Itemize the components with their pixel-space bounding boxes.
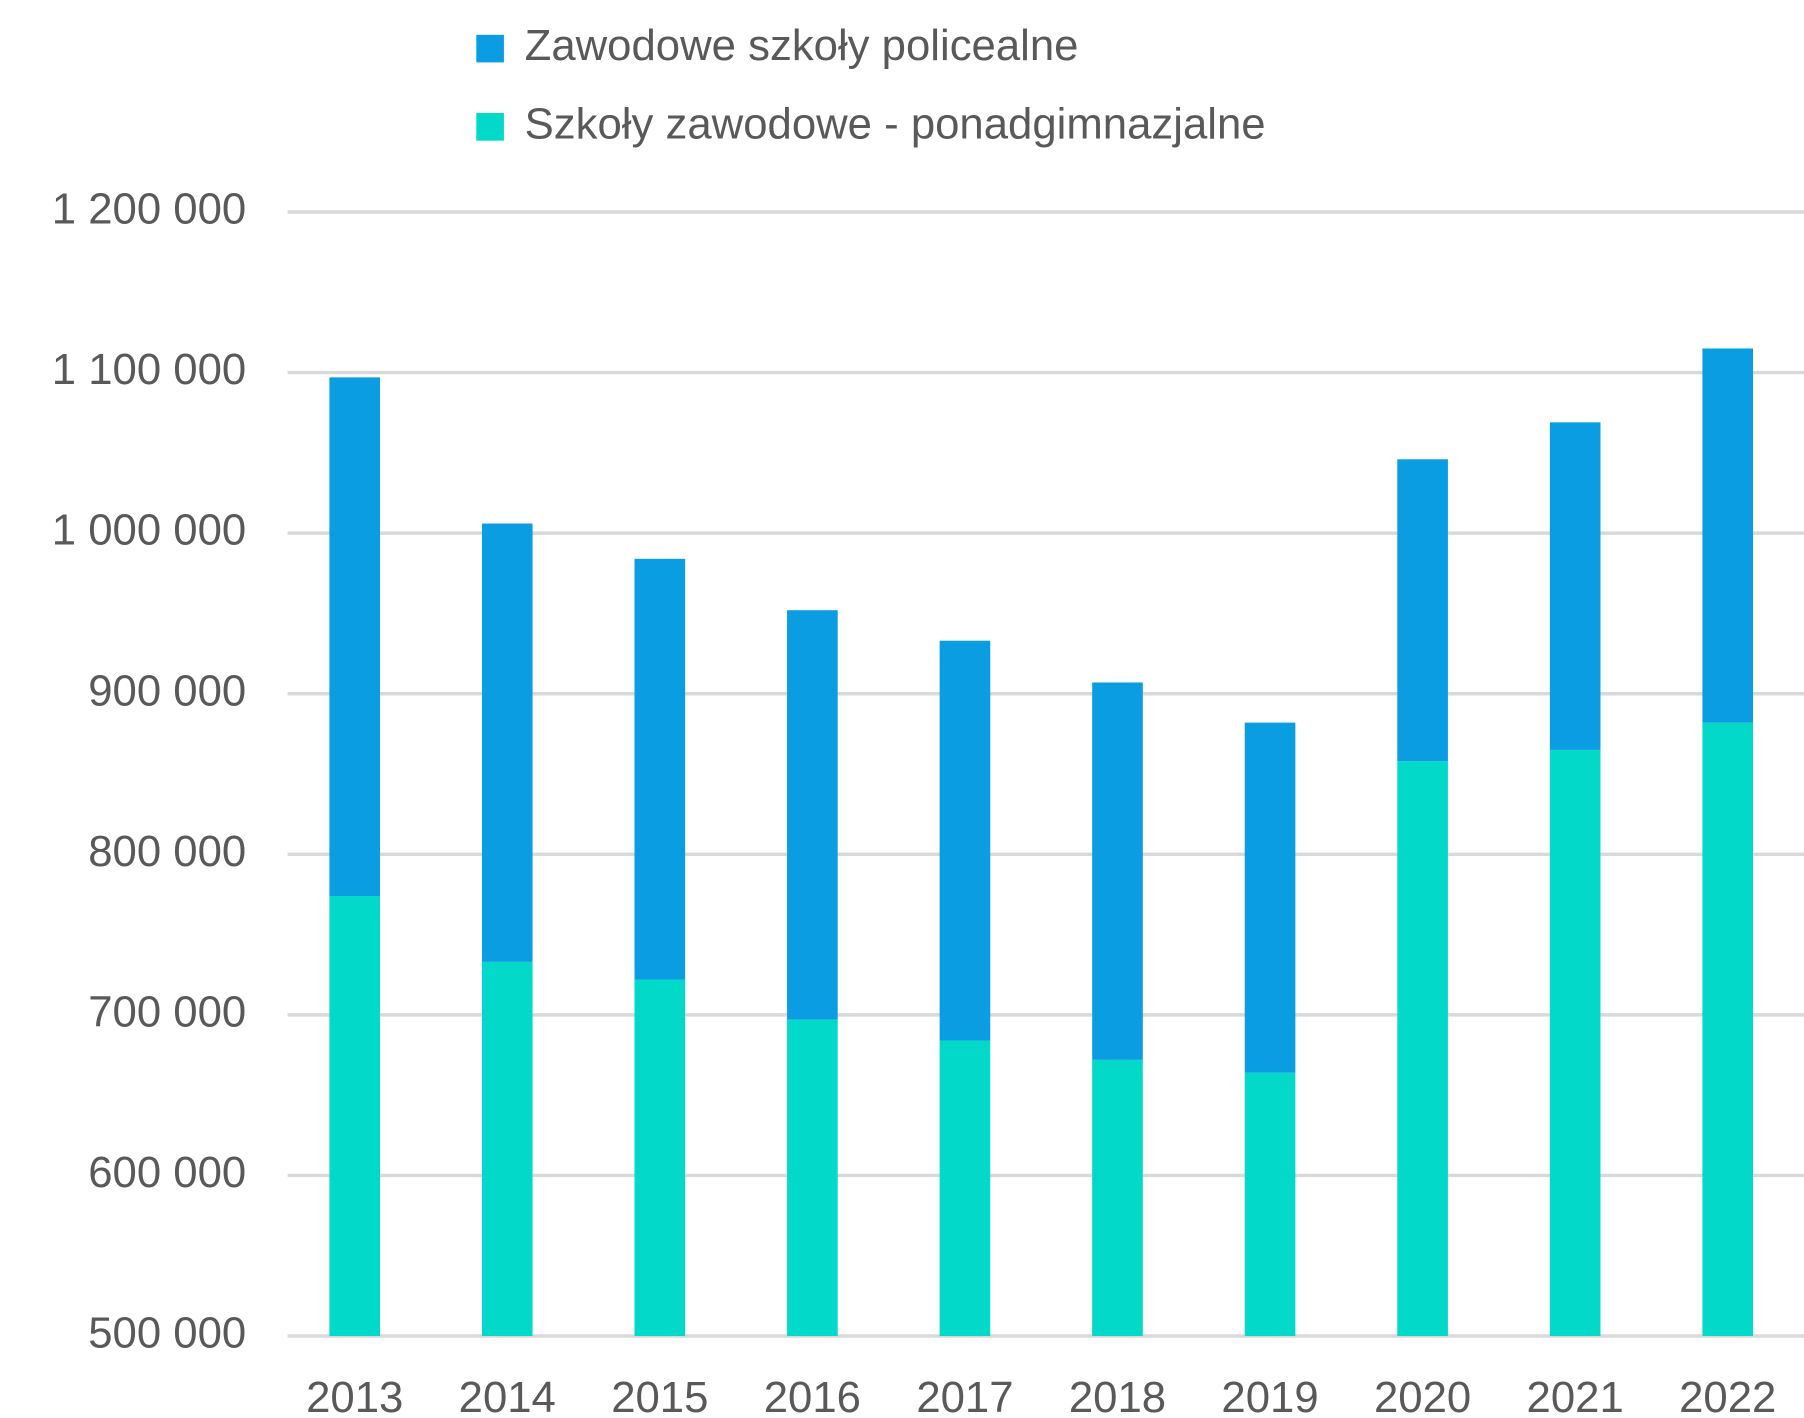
bar-segment <box>329 377 381 897</box>
bar-segment <box>939 1040 991 1337</box>
bar-segment <box>787 1019 838 1337</box>
x-tick-label: 2014 <box>459 1373 556 1418</box>
bar-segment <box>1244 1072 1296 1337</box>
bar-segment <box>634 558 686 980</box>
x-tick-label: 2022 <box>1679 1373 1776 1418</box>
bar-segment <box>1702 722 1754 1337</box>
legend-swatch <box>476 113 504 141</box>
x-tick-label: 2020 <box>1374 1373 1471 1418</box>
bar-segment <box>1092 682 1143 1060</box>
bar-segment <box>1092 1059 1143 1337</box>
legend-label: Zawodowe szkoły policealne <box>525 21 1079 70</box>
bar-segment <box>1244 722 1296 1073</box>
x-tick-label: 2016 <box>764 1373 861 1418</box>
y-tick-label: 1 200 000 <box>52 185 246 234</box>
x-tick-label: 2021 <box>1527 1373 1624 1418</box>
bar-segment <box>939 640 991 1041</box>
bar-segment <box>481 523 533 962</box>
x-tick-label: 2018 <box>1069 1373 1166 1418</box>
bar-segment <box>329 896 381 1337</box>
y-tick-label: 1 100 000 <box>52 345 246 394</box>
bar-segment <box>1397 459 1448 762</box>
bar-segment <box>1549 749 1601 1337</box>
y-tick-label: 600 000 <box>88 1148 246 1197</box>
y-tick-label: 500 000 <box>88 1309 246 1358</box>
y-tick-label: 900 000 <box>88 666 246 715</box>
y-tick-label: 1 000 000 <box>52 506 246 555</box>
x-tick-label: 2019 <box>1221 1373 1318 1418</box>
bar-segment <box>787 610 838 1020</box>
x-tick-label: 2015 <box>611 1373 708 1418</box>
legend-swatch <box>476 34 504 63</box>
x-tick-label: 2013 <box>306 1373 403 1418</box>
legend-label: Szkoły zawodowe - ponadgimnazjalne <box>525 99 1266 148</box>
bar-segment <box>481 961 533 1337</box>
bar-segment <box>1397 761 1448 1337</box>
bar-segment <box>1702 348 1754 723</box>
y-tick-label: 800 000 <box>88 827 246 876</box>
x-tick-label: 2017 <box>916 1373 1013 1418</box>
bar-segment <box>1549 422 1601 750</box>
bar-segment <box>634 979 686 1337</box>
y-tick-label: 700 000 <box>88 987 246 1036</box>
